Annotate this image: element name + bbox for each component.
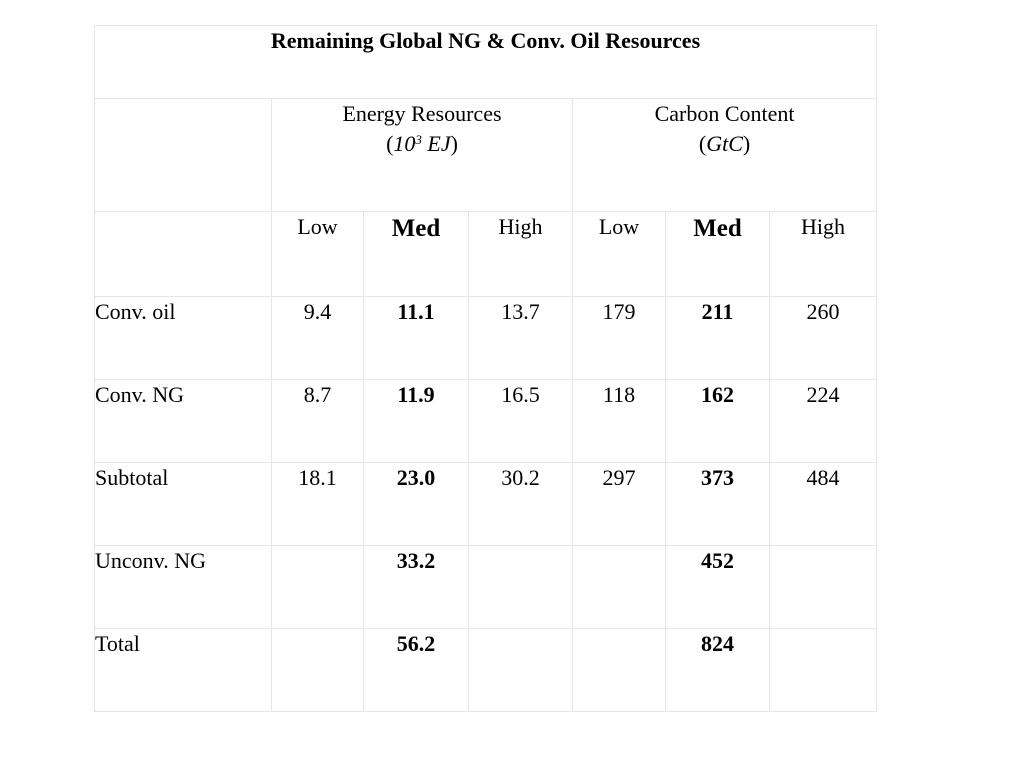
row-label: Unconv. NG — [94, 545, 272, 629]
empty-label-cell — [94, 211, 272, 297]
subheader-carbon-low: Low — [572, 211, 666, 297]
table-cell: 11.1 — [363, 296, 469, 380]
group-name-energy: Energy Resources — [342, 101, 502, 126]
table-cell: 179 — [572, 296, 666, 380]
group-unit-energy: (103 EJ) — [386, 131, 458, 156]
table-cell: 484 — [768, 462, 878, 546]
subheader-row: Low Med High Low Med High — [94, 211, 878, 297]
table-cell — [468, 545, 573, 629]
table-cell: 162 — [665, 379, 770, 463]
group-header-carbon: Carbon Content (GtC) — [571, 98, 878, 212]
row-label: Conv. oil — [94, 296, 272, 380]
table-cell: 211 — [665, 296, 770, 380]
table-cell: 118 — [572, 379, 666, 463]
table-cell: 824 — [665, 628, 770, 712]
group-header-energy: Energy Resources (103 EJ) — [271, 98, 573, 212]
table-title: Remaining Global NG & Conv. Oil Resource… — [93, 25, 878, 99]
table-row: Subtotal 18.1 23.0 30.2 297 373 484 — [94, 462, 878, 546]
subheader-energy-med: Med — [363, 211, 469, 297]
subheader-carbon-med: Med — [665, 211, 770, 297]
table-cell — [572, 628, 666, 712]
table-row: Unconv. NG 33.2 452 — [94, 545, 878, 629]
empty-corner-cell — [94, 98, 272, 212]
title-row: Remaining Global NG & Conv. Oil Resource… — [93, 25, 878, 99]
table-cell: 16.5 — [468, 379, 573, 463]
table-cell: 297 — [572, 462, 666, 546]
table-row: Total 56.2 824 — [94, 628, 878, 712]
table-cell — [468, 628, 573, 712]
group-name-carbon: Carbon Content — [654, 101, 795, 126]
table-cell — [271, 545, 364, 629]
table-cell: 56.2 — [363, 628, 469, 712]
table-cell: 11.9 — [363, 379, 469, 463]
table-cell — [768, 628, 878, 712]
group-unit-carbon: (GtC) — [698, 131, 751, 156]
subheader-carbon-high: High — [768, 211, 878, 297]
table-cell: 23.0 — [363, 462, 469, 546]
resources-table: Remaining Global NG & Conv. Oil Resource… — [93, 25, 878, 712]
table-cell: 30.2 — [468, 462, 573, 546]
table-row: Conv. NG 8.7 11.9 16.5 118 162 224 — [94, 379, 878, 463]
table-row: Conv. oil 9.4 11.1 13.7 179 211 260 — [94, 296, 878, 380]
table-cell: 224 — [768, 379, 878, 463]
table-cell: 18.1 — [271, 462, 364, 546]
row-label: Conv. NG — [94, 379, 272, 463]
table-cell — [768, 545, 878, 629]
table-cell: 373 — [665, 462, 770, 546]
table-cell: 33.2 — [363, 545, 469, 629]
table-cell: 260 — [768, 296, 878, 380]
subheader-energy-high: High — [468, 211, 573, 297]
row-label: Subtotal — [94, 462, 272, 546]
table-cell — [572, 545, 666, 629]
table-cell: 9.4 — [271, 296, 364, 380]
table-cell — [271, 628, 364, 712]
table-cell: 13.7 — [468, 296, 573, 380]
row-label: Total — [94, 628, 272, 712]
group-header-row: Energy Resources (103 EJ) Carbon Content… — [94, 98, 878, 212]
table-cell: 8.7 — [271, 379, 364, 463]
subheader-energy-low: Low — [271, 211, 364, 297]
table-cell: 452 — [665, 545, 770, 629]
